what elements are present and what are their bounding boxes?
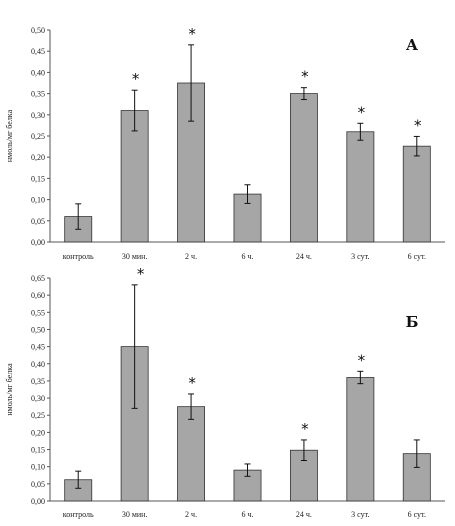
y-tick-label: 0,05 bbox=[31, 217, 45, 226]
bar bbox=[120, 110, 149, 243]
y-tick-label: 0,40 bbox=[31, 68, 45, 77]
bar bbox=[289, 93, 318, 243]
significance-star: * bbox=[188, 25, 196, 43]
bar bbox=[346, 131, 375, 243]
y-tick-label: 0,35 bbox=[31, 90, 45, 99]
panel-a: 0,00 0,05 0,10 0,15 0,20 0,25 0,30 0,35 0,40 0,45… bbox=[5, 25, 445, 261]
category-label: 3 сут. bbox=[351, 252, 369, 261]
y-tick-label: 0,00 bbox=[31, 238, 45, 247]
significance-star: * bbox=[358, 351, 366, 369]
y-tick-label: 0,35 bbox=[31, 377, 45, 386]
significance-star: * bbox=[301, 420, 309, 438]
y-tick-label: 0,25 bbox=[31, 411, 45, 420]
y-tick-label: 0,10 bbox=[31, 463, 45, 472]
bar bbox=[346, 377, 375, 502]
significance-star: * bbox=[137, 265, 145, 283]
category-label: контроль bbox=[63, 510, 94, 519]
y-tick-label: 0,10 bbox=[31, 196, 45, 205]
y-tick-label: 0,60 bbox=[31, 291, 45, 300]
category-label: контроль bbox=[63, 252, 94, 261]
significance-star: * bbox=[188, 374, 196, 392]
category-label: 2 ч. bbox=[185, 252, 197, 261]
y-tick-label: 0,30 bbox=[31, 394, 45, 403]
y-tick-label: 0,45 bbox=[31, 47, 45, 56]
bar bbox=[177, 406, 206, 502]
significance-star: * bbox=[301, 68, 309, 86]
y-tick-label: 0,50 bbox=[31, 26, 45, 35]
y-tick-label: 0,15 bbox=[31, 174, 45, 183]
significance-star: * bbox=[132, 70, 140, 88]
panel-label: Б bbox=[406, 313, 419, 331]
category-label: 6 ч. bbox=[241, 510, 253, 519]
category-label: 6 сут. bbox=[408, 252, 426, 261]
category-label: 3 сут. bbox=[351, 510, 369, 519]
panel-b: 0,00 0,05 0,10 0,15 0,20 0,25 0,30 0,35 0,40 0,45… bbox=[5, 265, 445, 519]
category-label: 30 мин. bbox=[122, 510, 148, 519]
y-tick-label: 0,20 bbox=[31, 428, 45, 437]
significance-star: * bbox=[358, 103, 366, 121]
category-label: 6 сут. bbox=[408, 510, 426, 519]
category-label: 24 ч. bbox=[296, 252, 312, 261]
category-label: 24 ч. bbox=[296, 510, 312, 519]
y-tick-label: 0,05 bbox=[31, 480, 45, 489]
y-tick-label: 0,40 bbox=[31, 360, 45, 369]
category-label: 2 ч. bbox=[185, 510, 197, 519]
bar bbox=[402, 145, 431, 243]
y-tick-label: 0,55 bbox=[31, 308, 45, 317]
y-tick-label: 0,00 bbox=[31, 497, 45, 506]
y-tick-label: 0,50 bbox=[31, 325, 45, 334]
y-tick-label: 0,15 bbox=[31, 446, 45, 455]
y-axis-label: нмоль/мг белка bbox=[5, 109, 14, 162]
y-tick-label: 0,20 bbox=[31, 153, 45, 162]
y-axis-label: нмоль/мг белка bbox=[5, 363, 14, 416]
y-tick-label: 0,65 bbox=[31, 274, 45, 283]
y-tick-label: 0,30 bbox=[31, 111, 45, 120]
panel-label: А bbox=[406, 36, 419, 54]
category-label: 6 ч. bbox=[241, 252, 253, 261]
category-label: 30 мин. bbox=[122, 252, 148, 261]
significance-star: * bbox=[414, 116, 422, 134]
y-tick-label: 0,25 bbox=[31, 132, 45, 141]
y-tick-label: 0,45 bbox=[31, 343, 45, 352]
